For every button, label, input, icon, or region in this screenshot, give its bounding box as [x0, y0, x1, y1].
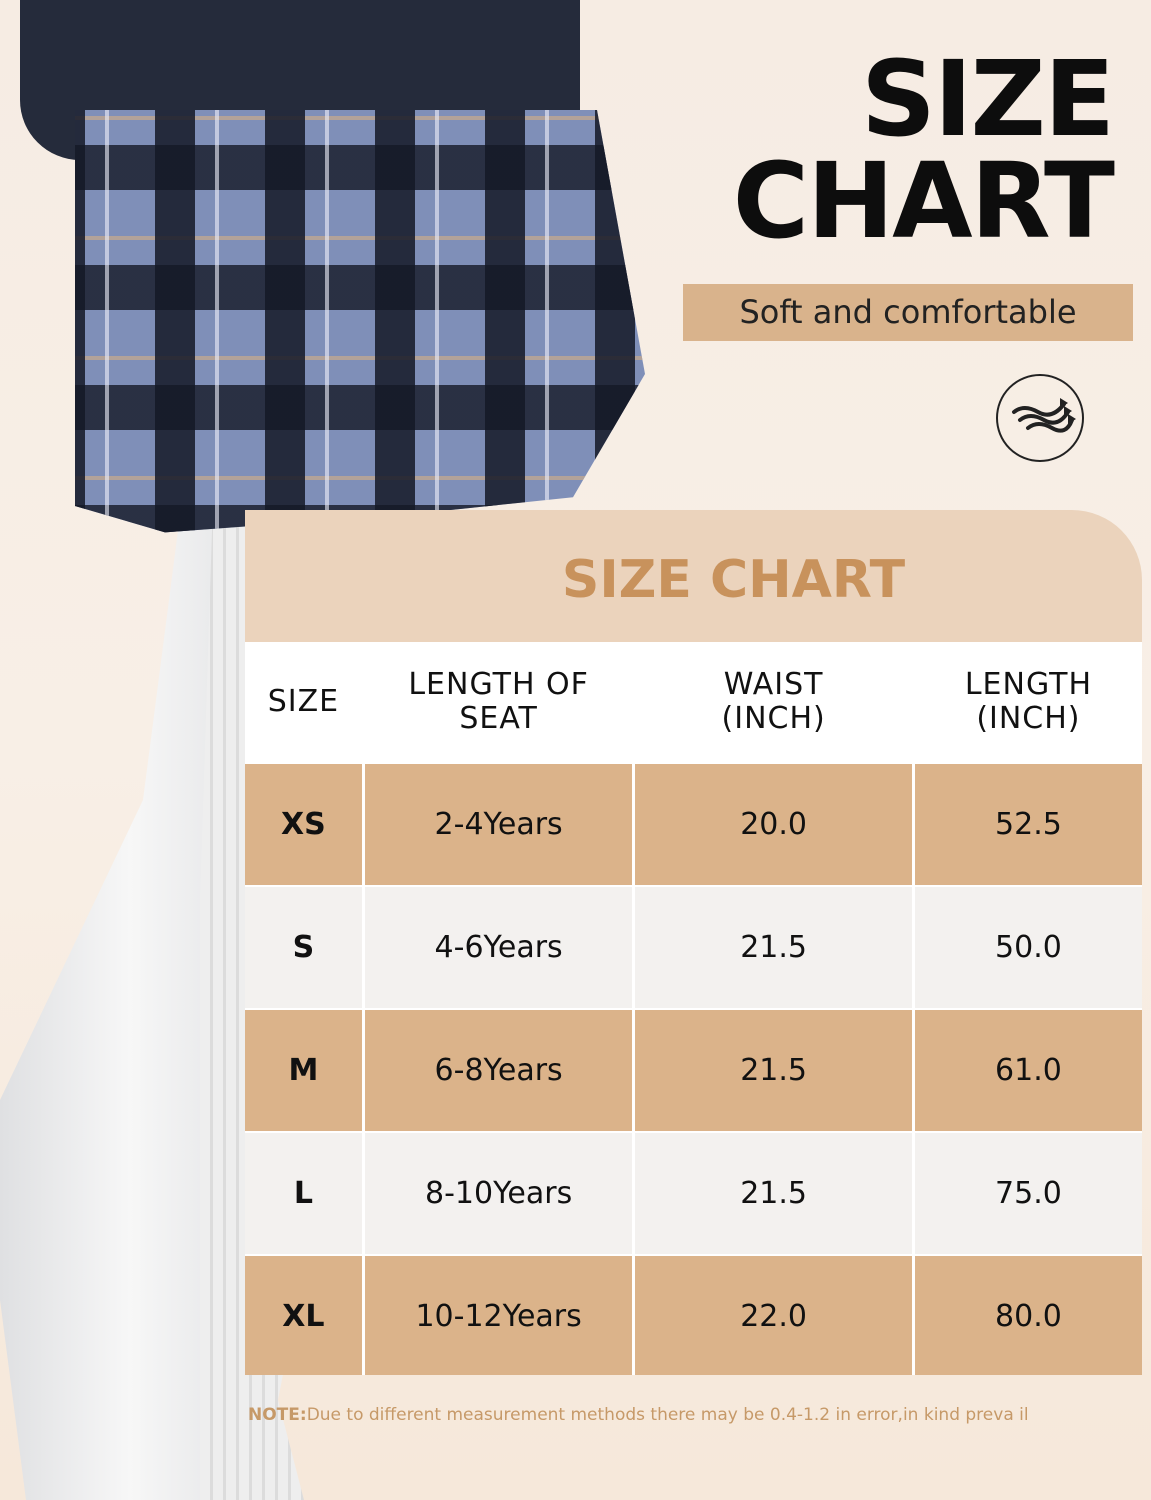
- size-cell: L: [245, 1131, 365, 1255]
- age-cell: 10-12Years: [363, 1254, 636, 1375]
- size-table: SIZE LENGTH OF SEAT WAIST (INCH) LENGTH …: [245, 642, 1142, 1375]
- column-header: LENGTH OF SEAT: [363, 642, 636, 763]
- size-cell: M: [245, 1008, 365, 1132]
- table-row: XS 2-4Years 20.0 52.5: [245, 762, 1142, 886]
- page-title: SIZE CHART: [732, 38, 1115, 262]
- size-chart-title: SIZE CHART: [561, 550, 906, 610]
- length-cell: 50.0: [913, 885, 1142, 1009]
- age-cell: 8-10Years: [363, 1131, 636, 1255]
- table-row: L 8-10Years 21.5 75.0: [245, 1131, 1142, 1255]
- plaid-skirt: [75, 110, 645, 533]
- waist-cell: 21.5: [633, 1131, 915, 1255]
- table-row: XL 10-12Years 22.0 80.0: [245, 1254, 1142, 1375]
- size-chart-panel: SIZE CHART SIZE LENGTH OF SEAT WAIST (IN…: [245, 510, 1142, 1375]
- column-header: SIZE: [245, 642, 365, 763]
- length-cell: 61.0: [913, 1008, 1142, 1132]
- breathable-airflow-icon: [996, 374, 1084, 462]
- size-cell: XS: [245, 762, 365, 886]
- column-header: LENGTH (INCH): [913, 642, 1142, 763]
- note-text: Due to different measurement methods the…: [306, 1405, 1029, 1425]
- size-cell: S: [245, 885, 365, 1009]
- age-cell: 6-8Years: [363, 1008, 636, 1132]
- table-row: S 4-6Years 21.5 50.0: [245, 885, 1142, 1009]
- size-cell: XL: [245, 1254, 365, 1375]
- waist-cell: 20.0: [633, 762, 915, 886]
- age-cell: 4-6Years: [363, 885, 636, 1009]
- length-cell: 75.0: [913, 1131, 1142, 1255]
- waist-cell: 21.5: [633, 885, 915, 1009]
- length-cell: 52.5: [913, 762, 1142, 886]
- table-row: M 6-8Years 21.5 61.0: [245, 1008, 1142, 1132]
- note-label: NOTE:: [248, 1405, 307, 1425]
- age-cell: 2-4Years: [363, 762, 636, 886]
- disclaimer-note: NOTE:Due to different measurement method…: [248, 1405, 1029, 1425]
- waist-cell: 22.0: [633, 1254, 915, 1375]
- title-line: CHART: [732, 140, 1115, 262]
- tagline-banner: Soft and comfortable: [683, 284, 1133, 341]
- column-header: WAIST (INCH): [633, 642, 915, 763]
- title-line: SIZE: [860, 38, 1115, 160]
- length-cell: 80.0: [913, 1254, 1142, 1375]
- waist-cell: 21.5: [633, 1008, 915, 1132]
